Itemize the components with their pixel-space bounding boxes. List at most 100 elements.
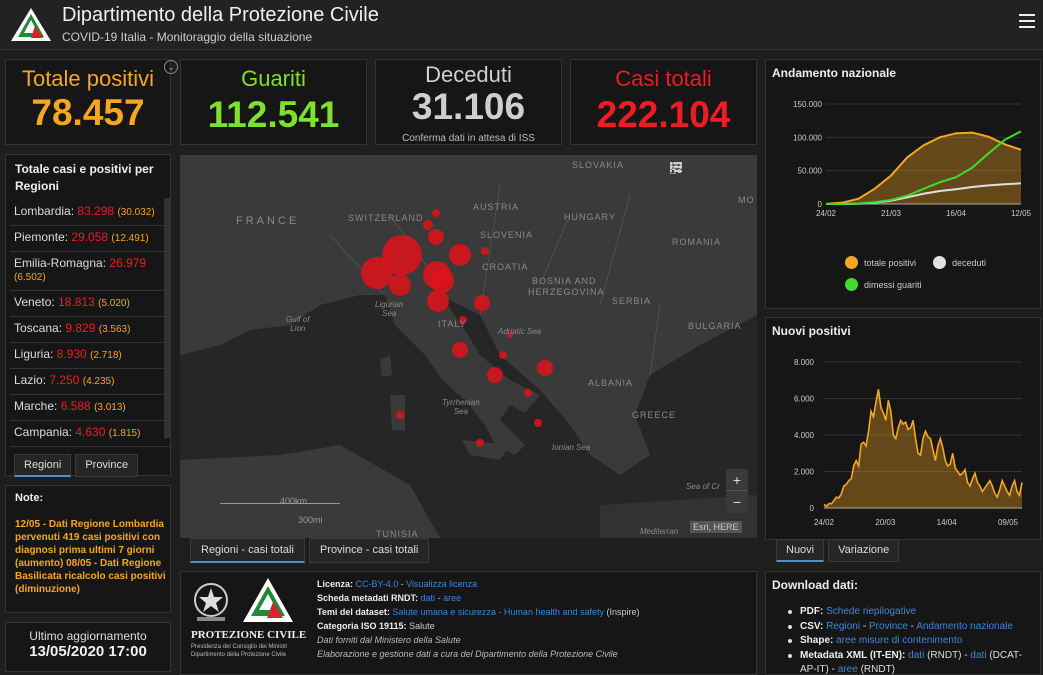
nuovi-line[interactable] xyxy=(823,389,1023,508)
region-circle[interactable] xyxy=(499,351,507,359)
map-label-france: FRANCE xyxy=(236,215,300,227)
notes-title: Note: xyxy=(15,492,44,504)
region-circle[interactable] xyxy=(474,295,490,311)
tab-regioni[interactable]: Regioni xyxy=(14,454,72,477)
region-circle[interactable] xyxy=(449,244,471,266)
xml-dati-rndt-link[interactable]: dati xyxy=(908,649,925,661)
series-line-0[interactable] xyxy=(825,131,1022,205)
pdf-link[interactable]: Schede riepilogative xyxy=(826,606,917,617)
region-circle[interactable] xyxy=(430,269,454,293)
map-label-albania: ALBANIA xyxy=(588,378,634,388)
map-label-serbia: SERBIA xyxy=(612,296,652,306)
region-item[interactable]: Puglia: 4.348 (2.322) xyxy=(10,447,170,453)
andamento-chart[interactable]: 0 50.000 100.000 150.000 24/02 21/03 16/04 12/0… xyxy=(766,90,1042,260)
x-tick-label: 09/05 xyxy=(998,518,1019,527)
map-label-bulgaria: BULGARIA xyxy=(688,321,742,331)
qr-code-icon[interactable] xyxy=(670,162,745,182)
region-circle[interactable] xyxy=(428,229,444,245)
xml-dati-dcat-link[interactable]: dati xyxy=(970,649,987,661)
y-tick-label: 100.000 xyxy=(793,133,822,142)
scheda-aree-link[interactable]: aree xyxy=(443,593,462,603)
region-item[interactable]: Veneto: 18.813 (5.020) xyxy=(10,291,170,317)
download-title: Download dati: xyxy=(772,578,858,592)
region-circle[interactable] xyxy=(476,439,484,447)
licenza-link[interactable]: CC-BY-4.0 xyxy=(355,579,399,589)
legend-dimessi-guariti[interactable]: dimessi guariti xyxy=(845,278,922,291)
layers-icon[interactable] xyxy=(670,162,720,182)
map-circles-layer xyxy=(361,209,553,447)
tab-province-casi-totali[interactable]: Province - casi totali xyxy=(308,538,430,563)
region-circle[interactable] xyxy=(396,411,404,419)
tab-variazione[interactable]: Variazione xyxy=(828,539,900,562)
regions-list[interactable]: Lombardia: 83.298 (30.032) Piemonte: 29.0… xyxy=(10,200,170,452)
region-circle[interactable] xyxy=(534,419,542,427)
map-scale-bar xyxy=(220,503,340,504)
region-item[interactable]: Lazio: 7.250 (4.235) xyxy=(10,369,170,395)
region-circle[interactable] xyxy=(423,220,433,230)
x-tick-label: 21/03 xyxy=(881,209,902,218)
region-circle[interactable] xyxy=(452,342,468,358)
zoom-in-button[interactable]: + xyxy=(726,469,748,491)
csv-province-link[interactable]: Province xyxy=(868,620,908,632)
tab-nuovi[interactable]: Nuovi xyxy=(776,539,825,562)
y-tick-label: 2.000 xyxy=(794,468,815,477)
region-item[interactable]: Marche: 6.588 (3.013) xyxy=(10,395,170,421)
scheda-dati-link[interactable]: dati xyxy=(420,593,436,603)
map-toolbar xyxy=(670,162,745,182)
region-circle[interactable] xyxy=(432,209,440,217)
regions-scrollbar[interactable] xyxy=(164,198,170,438)
legend-deceduti[interactable]: deceduti xyxy=(933,256,986,269)
region-item[interactable]: Lombardia: 83.298 (30.032) xyxy=(10,200,170,226)
y-tick-label: 0 xyxy=(818,200,823,209)
region-circle[interactable] xyxy=(507,332,513,338)
nuovi-chart[interactable]: 0 2.000 4.000 6.000 8.000 24/02 20/03 14/04 09/0… xyxy=(766,350,1042,540)
tab-regioni-casi-totali[interactable]: Regioni - casi totali xyxy=(190,538,305,563)
shape-link[interactable]: aree misure di contenimento xyxy=(836,635,963,646)
region-circle[interactable] xyxy=(382,235,422,275)
map-label-switzerland: SWITZERLAND xyxy=(348,213,424,223)
region-circle[interactable] xyxy=(427,290,449,312)
region-item[interactable]: Emilia-Romagna: 26.979 (6.502) xyxy=(10,252,170,291)
republic-emblem-icon xyxy=(191,578,231,624)
region-circle[interactable] xyxy=(459,316,467,324)
totale-positivi-value: 78.457 xyxy=(31,92,145,133)
page-title: Dipartimento della Protezione Civile xyxy=(62,4,379,26)
region-item[interactable]: Liguria: 8.930 (2.718) xyxy=(10,343,170,369)
download-panel: Download dati: PDF: Schede riepilogative… xyxy=(765,571,1041,675)
region-circle[interactable] xyxy=(389,274,411,296)
visualizza-licenza-link[interactable]: Visualizza licenza xyxy=(406,579,478,589)
y-tick-label: 50.000 xyxy=(798,167,823,176)
zoom-out-button[interactable]: − xyxy=(732,494,742,510)
hamburger-menu-icon[interactable] xyxy=(1019,14,1035,32)
map-attribution[interactable]: Esri, HERE xyxy=(690,521,742,533)
region-item[interactable]: Campania: 4.630 (1.815) xyxy=(10,421,170,447)
region-item[interactable]: Toscana: 9.829 (3.563) xyxy=(10,317,170,343)
pc-logo-icon xyxy=(241,576,295,626)
guariti-box: Guariti 112.541 xyxy=(180,59,367,145)
csv-regioni-link[interactable]: Regioni xyxy=(826,620,861,632)
info-icon[interactable]: ⌄ xyxy=(164,60,178,74)
y-tick-label: 4.000 xyxy=(794,431,815,440)
series-line-2[interactable] xyxy=(825,130,1022,205)
legend-dot-grey xyxy=(933,256,946,269)
legend-totale-positivi[interactable]: totale positivi xyxy=(845,256,916,269)
legend-dot-orange xyxy=(845,256,858,269)
region-circle[interactable] xyxy=(537,360,553,376)
region-item[interactable]: Piemonte: 29.058 (12.491) xyxy=(10,226,170,252)
update-label: Ultimo aggiornamento xyxy=(29,629,147,643)
xml-aree-link[interactable]: aree xyxy=(837,664,858,675)
map-scale-mi: 300mi xyxy=(298,515,323,525)
download-shape: Shape: aree misure di contenimento xyxy=(788,634,1038,649)
region-circle[interactable] xyxy=(487,367,503,383)
map-view[interactable]: FRANCE SWITZERLAND AUSTRIA HUNGARY SLOVA… xyxy=(180,155,757,538)
map-label-bosnia: BOSNIA AND xyxy=(532,276,597,286)
csv-andamento-link[interactable]: Andamento nazionale xyxy=(916,620,1013,632)
download-xml: Metadata XML (IT-EN): dati (RNDT) - dati… xyxy=(788,649,1038,675)
casi-totali-label: Casi totali xyxy=(615,66,712,91)
temi-link[interactable]: Salute umana e sicurezza - Human health … xyxy=(392,607,604,617)
region-circle[interactable] xyxy=(524,389,532,397)
region-circle[interactable] xyxy=(361,257,393,289)
deceduti-note: Conferma dati in attesa di ISS xyxy=(402,133,535,144)
tab-province[interactable]: Province xyxy=(75,454,139,477)
region-circle[interactable] xyxy=(481,247,489,255)
